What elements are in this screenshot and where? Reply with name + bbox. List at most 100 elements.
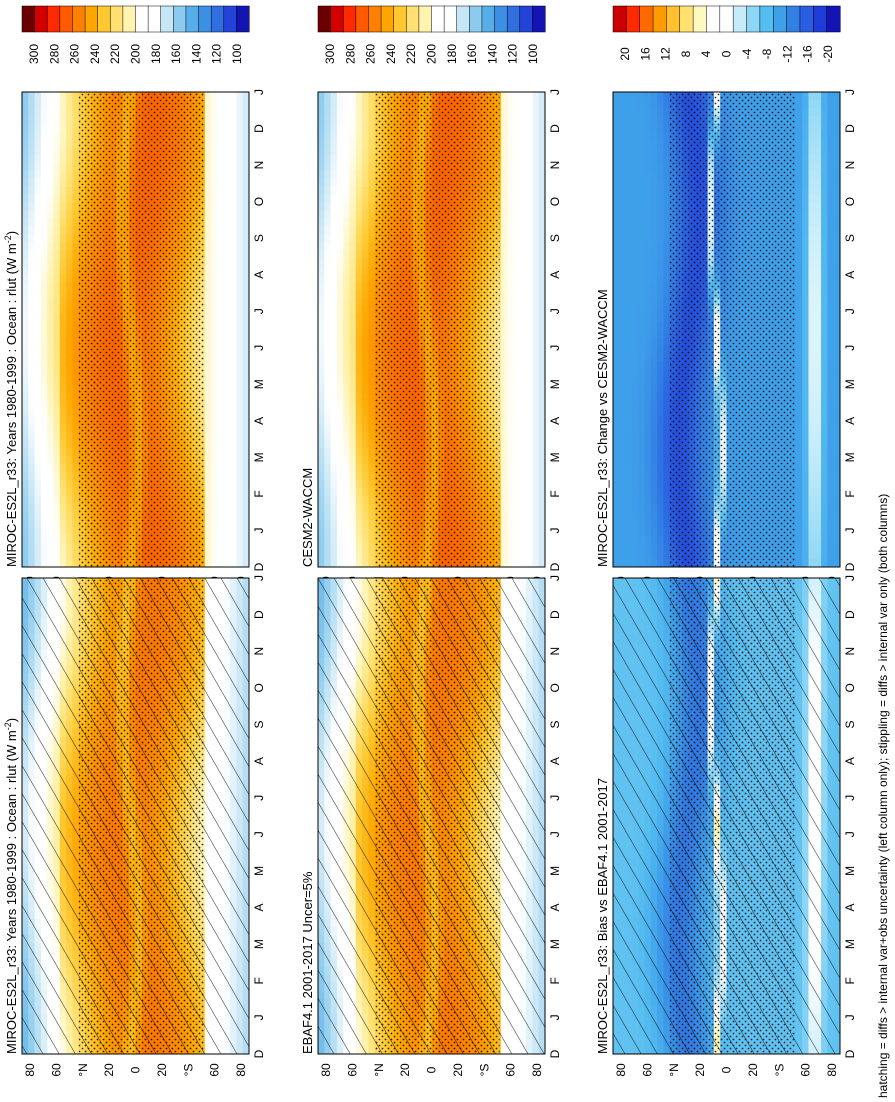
heat-cell xyxy=(59,226,67,235)
heat-cell xyxy=(355,400,363,410)
heat-cell xyxy=(211,440,218,449)
heat-cell xyxy=(204,163,212,172)
heat-cell xyxy=(72,384,80,394)
heat-cell xyxy=(66,353,73,362)
heat-cell xyxy=(223,155,231,164)
heat-cell xyxy=(236,131,244,140)
lat-tick-label: 60 xyxy=(208,1063,222,1077)
heat-cell xyxy=(242,503,250,512)
month-tick-label: A xyxy=(252,757,266,765)
heat-cell xyxy=(336,115,344,125)
heat-cell xyxy=(66,107,73,117)
heat-cell xyxy=(324,559,332,568)
heat-cell xyxy=(242,123,250,132)
heat-cell xyxy=(34,432,42,441)
heat-cell xyxy=(318,543,325,552)
heat-cell xyxy=(242,440,250,449)
heat-cell xyxy=(230,408,237,417)
heat-cell xyxy=(330,131,338,140)
month-tick-label: N xyxy=(252,161,266,170)
heat-cell xyxy=(34,559,42,568)
heat-cell xyxy=(343,321,350,330)
heat-cell xyxy=(230,487,237,497)
heat-cell xyxy=(330,392,338,402)
heat-cell xyxy=(330,123,338,132)
heat-cell xyxy=(22,305,29,315)
heat-cell xyxy=(362,179,369,188)
heat-cell xyxy=(230,210,237,220)
heat-cell xyxy=(72,179,80,188)
heat-cell xyxy=(47,408,54,417)
heat-cell xyxy=(217,456,225,465)
colorbar-tick-label: 180 xyxy=(149,44,163,64)
month-tick-label: A xyxy=(252,417,266,425)
heat-cell xyxy=(66,503,73,512)
heat-cell xyxy=(28,210,36,220)
heat-cell xyxy=(217,226,225,235)
heat-cell xyxy=(318,210,325,220)
heat-cell xyxy=(47,503,54,512)
heat-cell xyxy=(66,361,73,370)
heat-cell xyxy=(47,210,54,220)
heat-cell xyxy=(349,155,357,164)
heat-cell xyxy=(66,163,73,172)
heat-cell xyxy=(236,448,244,457)
heat-cell xyxy=(330,242,338,251)
heat-cell xyxy=(34,400,42,410)
heat-cell xyxy=(72,377,80,386)
heat-cell xyxy=(368,250,376,259)
heat-cell xyxy=(223,329,231,338)
heat-cell xyxy=(47,155,54,164)
heat-cell xyxy=(368,187,376,196)
heat-cell xyxy=(330,250,338,259)
heat-cell xyxy=(59,147,67,156)
heat-cell xyxy=(40,289,48,299)
heat-cell xyxy=(355,353,363,362)
heat-cell xyxy=(242,282,250,291)
heat-cell xyxy=(40,115,48,125)
heat-cell xyxy=(362,297,369,307)
heat-cell xyxy=(66,258,73,267)
heat-cell xyxy=(22,155,29,164)
heat-cell xyxy=(66,377,73,386)
heat-cell xyxy=(230,416,237,425)
heat-cell xyxy=(217,519,225,528)
heat-cell xyxy=(336,321,344,330)
heat-cell xyxy=(204,535,212,544)
heat-cell xyxy=(362,147,369,156)
heat-cell xyxy=(59,258,67,267)
heat-cell xyxy=(28,202,36,212)
heat-cell xyxy=(355,258,363,267)
heat-cell xyxy=(28,194,36,204)
heat-cell xyxy=(355,202,363,212)
heat-cell xyxy=(53,115,61,125)
heat-cell xyxy=(72,131,80,140)
heat-cell xyxy=(47,416,54,425)
heat-cell xyxy=(343,353,350,362)
heat-cell xyxy=(242,464,250,473)
heat-cell xyxy=(34,321,42,330)
heat-cell xyxy=(330,305,338,315)
heat-cell xyxy=(230,535,237,544)
heat-cell xyxy=(318,495,325,505)
heat-cell xyxy=(324,519,332,528)
heat-cell xyxy=(230,289,237,299)
heat-cell xyxy=(47,99,54,109)
heat-cell xyxy=(368,297,376,307)
heat-cell xyxy=(368,218,376,227)
heat-cell xyxy=(349,377,357,386)
heat-cell xyxy=(28,345,36,354)
heat-cell xyxy=(355,440,363,449)
heat-cell xyxy=(28,408,36,417)
heat-cell xyxy=(324,424,332,433)
heat-cell xyxy=(230,226,237,235)
heat-cell xyxy=(204,250,212,259)
heat-cell xyxy=(47,92,54,101)
heat-cell xyxy=(362,464,369,473)
heat-cell xyxy=(223,448,231,457)
heat-cell xyxy=(230,472,237,481)
heat-cell xyxy=(66,369,73,378)
heat-cell xyxy=(318,400,325,410)
heat-cell xyxy=(242,329,250,338)
heat-cell xyxy=(72,187,80,196)
